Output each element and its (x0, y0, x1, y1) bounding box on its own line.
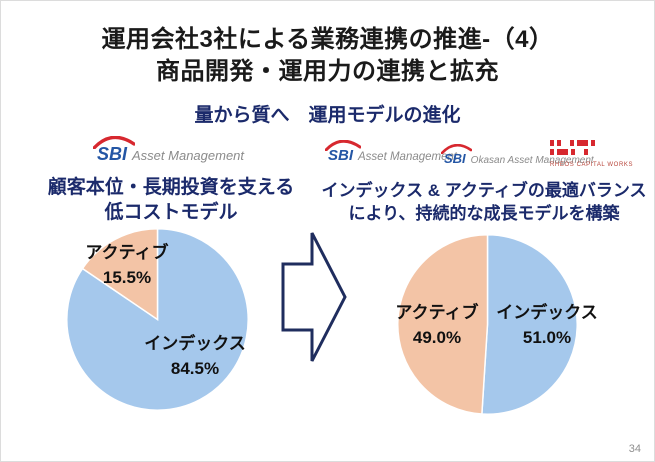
sbi-asset-management-logo-right: SBI Asset Management (325, 140, 458, 165)
sbi-logo-suffix: Okasan Asset Management (470, 155, 594, 166)
pie-slice-value: 51.0% (522, 328, 572, 347)
pie-slice-name: アクティブ (85, 243, 169, 262)
sbi-wordmark: SBI (444, 151, 466, 166)
pie-slice-value: 84.5% (170, 359, 220, 378)
pie-slice-name: アクティブ (395, 303, 479, 322)
rheos-logo-text: RHEOS CAPITAL WORKS (550, 162, 634, 168)
slide-title-line2: 商品開発・運用力の連携と拡充 (156, 58, 499, 85)
right-panel-heading: インデックス & アクティブの最適バランス により、持続的な成長モデルを構築 (316, 179, 652, 225)
sbi-wordmark: SBI (97, 144, 128, 164)
pie-slice-name: インデックス (496, 303, 598, 322)
left-heading-line2: 低コストモデル (104, 202, 238, 223)
slide-title-line1: 運用会社3社による業務連携の推進-（4） (101, 26, 554, 53)
left-pie-index-label: インデックス 84.5% (144, 331, 246, 381)
right-pie-active-label: アクティブ 49.0% (395, 300, 478, 350)
sbi-logo-suffix: Asset Management (358, 151, 458, 163)
right-heading-line2: により、持続的な成長モデルを構築 (348, 204, 620, 223)
sbi-logo-mark: SBI (93, 136, 135, 165)
sbi-logo-mark: SBI (325, 140, 361, 165)
left-pie-active-label: アクティブ 15.5% (85, 240, 168, 290)
left-pie-chart (66, 228, 249, 411)
rheos-capital-works-logo: RHEOS CAPITAL WORKS (550, 140, 650, 168)
pie-slice-value: 49.0% (412, 328, 462, 347)
pie-slice-name: インデックス (144, 334, 246, 353)
slide-subtitle: 量から質へ 運用モデルの進化 (194, 105, 461, 126)
rheos-morse-icon (550, 140, 595, 155)
right-heading-line1: インデックス & アクティブの最適バランス (321, 181, 647, 200)
left-panel-heading: 顧客本位・長期投資を支える 低コストモデル (21, 175, 321, 225)
page-number: 34 (628, 443, 641, 455)
right-arrow-icon (281, 232, 347, 362)
left-heading-line1: 顧客本位・長期投資を支える (47, 177, 295, 198)
sbi-logo-suffix: Asset Management (132, 148, 245, 163)
right-pie-chart (397, 234, 578, 415)
sbi-wordmark: SBI (328, 147, 354, 164)
right-pie-index-label: インデックス 51.0% (496, 300, 598, 350)
slide-title: 運用会社3社による業務連携の推進-（4） 商品開発・運用力の連携と拡充 (1, 24, 654, 88)
pie-slice-value: 15.5% (102, 268, 152, 287)
sbi-logo-mark: SBI (441, 144, 472, 168)
sbi-asset-management-logo: SBI Asset Management (93, 136, 245, 165)
